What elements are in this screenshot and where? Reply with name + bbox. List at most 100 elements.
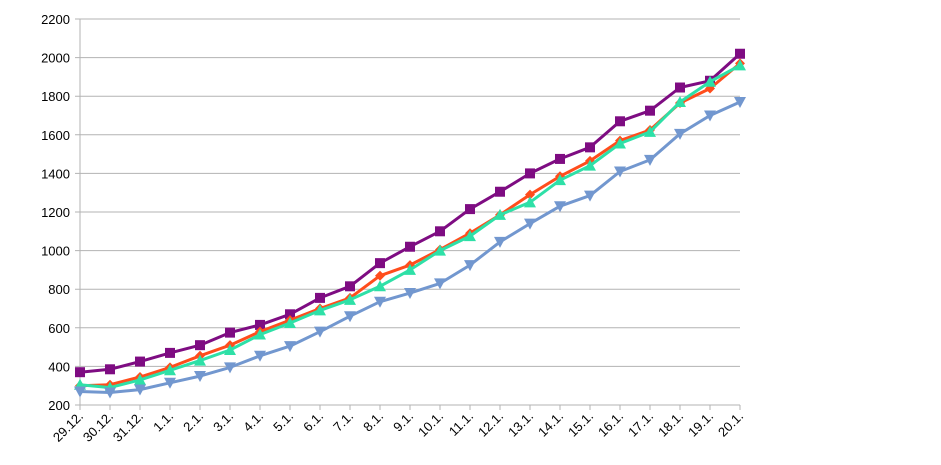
x-tick-label: 17.1. [625,409,656,440]
data-point [585,142,595,153]
data-point [644,154,656,166]
data-point [465,204,475,215]
data-point [674,128,686,140]
y-tick-label: 1400 [41,166,70,181]
y-tick-label: 1200 [41,205,70,220]
data-point [615,116,625,127]
series-3 [74,96,746,399]
y-tick-label: 400 [48,359,70,374]
data-point [554,174,566,186]
data-point [495,186,505,197]
x-tick-label: 11.1. [446,409,476,439]
x-tick-label: 14.1. [535,409,566,440]
data-point [524,196,536,208]
x-tick-label: 15.1. [565,409,596,440]
data-point [704,110,716,122]
data-point [464,260,476,272]
y-tick-label: 600 [48,321,70,336]
data-point [254,328,266,340]
data-point [74,386,86,398]
data-point [195,340,205,351]
data-point [105,364,115,375]
data-point [674,95,686,107]
data-point [555,153,565,164]
x-tick-label: 31.12. [110,409,146,445]
data-point [284,341,296,353]
y-tick-label: 1800 [41,89,70,104]
x-tick-label: 3.1. [210,409,236,435]
x-tick-label: 19.1. [685,409,716,440]
data-point [435,226,445,237]
y-tick-label: 1000 [41,244,70,259]
data-point [164,364,176,376]
data-point [224,362,236,374]
data-point [644,125,656,137]
y-tick-label: 200 [48,398,70,413]
data-point [734,59,746,71]
x-axis-tick-labels: 29.12.30.12.31.12. 1.1. 2.1. 3.1. 4.1. 5.1. 6.… [50,409,746,445]
data-point [404,288,416,300]
x-tick-label: 1.1. [150,409,176,435]
data-point [315,292,325,303]
data-point [645,105,655,116]
data-point [284,316,296,328]
data-point [135,356,145,367]
data-point [404,263,416,275]
data-point [494,236,506,248]
data-point [434,244,446,256]
x-tick-label: 30.12. [80,409,116,445]
data-point [584,190,596,202]
x-tick-label: 6.1. [300,409,326,435]
x-tick-label: 18.1. [655,409,686,440]
data-point [525,189,535,200]
data-point [524,218,536,230]
data-point [374,280,386,292]
data-point [554,201,566,213]
data-point [734,96,746,108]
x-tick-label: 9.1. [390,409,416,435]
y-tick-label: 2200 [41,12,70,27]
data-point [224,343,236,355]
x-tick-label: 5.1. [270,409,296,435]
data-point [344,293,356,305]
data-point [164,377,176,389]
data-point [194,354,206,366]
data-point [225,327,235,338]
data-point [525,168,535,179]
series-0 [75,48,745,378]
data-point [405,241,415,252]
data-point [614,166,626,178]
x-tick-label: 8.1. [360,409,386,435]
x-tick-label: 12.1. [475,409,506,440]
x-tick-label: 2.1. [180,409,206,435]
x-tick-label: 4.1. [240,409,266,435]
data-point [375,258,385,269]
x-tick-label: 7.1. [330,409,356,435]
y-tick-label: 2000 [41,51,70,66]
data-point [584,159,596,171]
data-point [104,387,116,399]
series-1 [75,58,745,391]
x-tick-label: 29.12. [50,409,86,445]
series-line [79,62,741,388]
data-point [494,208,506,220]
y-tick-label: 800 [48,282,70,297]
data-point [614,137,626,149]
data-point [464,230,476,242]
data-point [254,350,266,362]
data-point [75,367,85,378]
data-point [375,270,385,281]
data-point [134,373,146,385]
x-tick-label: 10.1. [415,409,446,440]
x-tick-label: 16.1. [595,409,626,440]
data-point [374,296,386,308]
data-point [344,311,356,323]
data-point [345,281,355,292]
data-point [434,278,446,290]
data-point [675,82,685,93]
data-point [314,304,326,316]
data-point [285,309,295,320]
data-point [165,347,175,358]
y-axis-tick-labels: 200 400 600 800 1000 1200 1400 1600 1800 2000 2200 [41,12,70,413]
